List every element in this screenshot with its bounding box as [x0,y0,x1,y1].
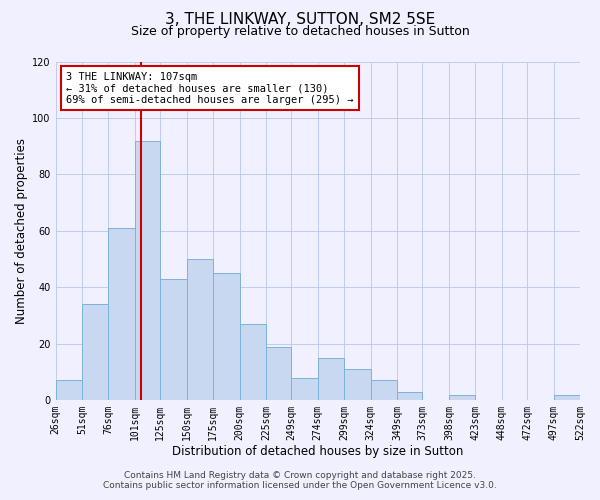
Y-axis label: Number of detached properties: Number of detached properties [15,138,28,324]
Bar [160,279,187,400]
Bar [292,378,318,400]
Bar [187,259,213,400]
Text: 3, THE LINKWAY, SUTTON, SM2 5SE: 3, THE LINKWAY, SUTTON, SM2 5SE [165,12,435,28]
Bar [318,358,344,400]
Bar [56,380,82,400]
Bar [344,369,371,400]
Bar [239,324,266,400]
Text: Contains HM Land Registry data © Crown copyright and database right 2025.
Contai: Contains HM Land Registry data © Crown c… [103,470,497,490]
Bar [371,380,397,400]
Bar [554,394,580,400]
Text: Size of property relative to detached houses in Sutton: Size of property relative to detached ho… [131,25,469,38]
Bar [266,346,292,400]
Bar [82,304,109,400]
X-axis label: Distribution of detached houses by size in Sutton: Distribution of detached houses by size … [172,444,463,458]
Text: 3 THE LINKWAY: 107sqm
← 31% of detached houses are smaller (130)
69% of semi-det: 3 THE LINKWAY: 107sqm ← 31% of detached … [66,72,353,105]
Bar [109,228,135,400]
Bar [135,140,160,400]
Bar [449,394,475,400]
Bar [397,392,422,400]
Bar [213,273,239,400]
